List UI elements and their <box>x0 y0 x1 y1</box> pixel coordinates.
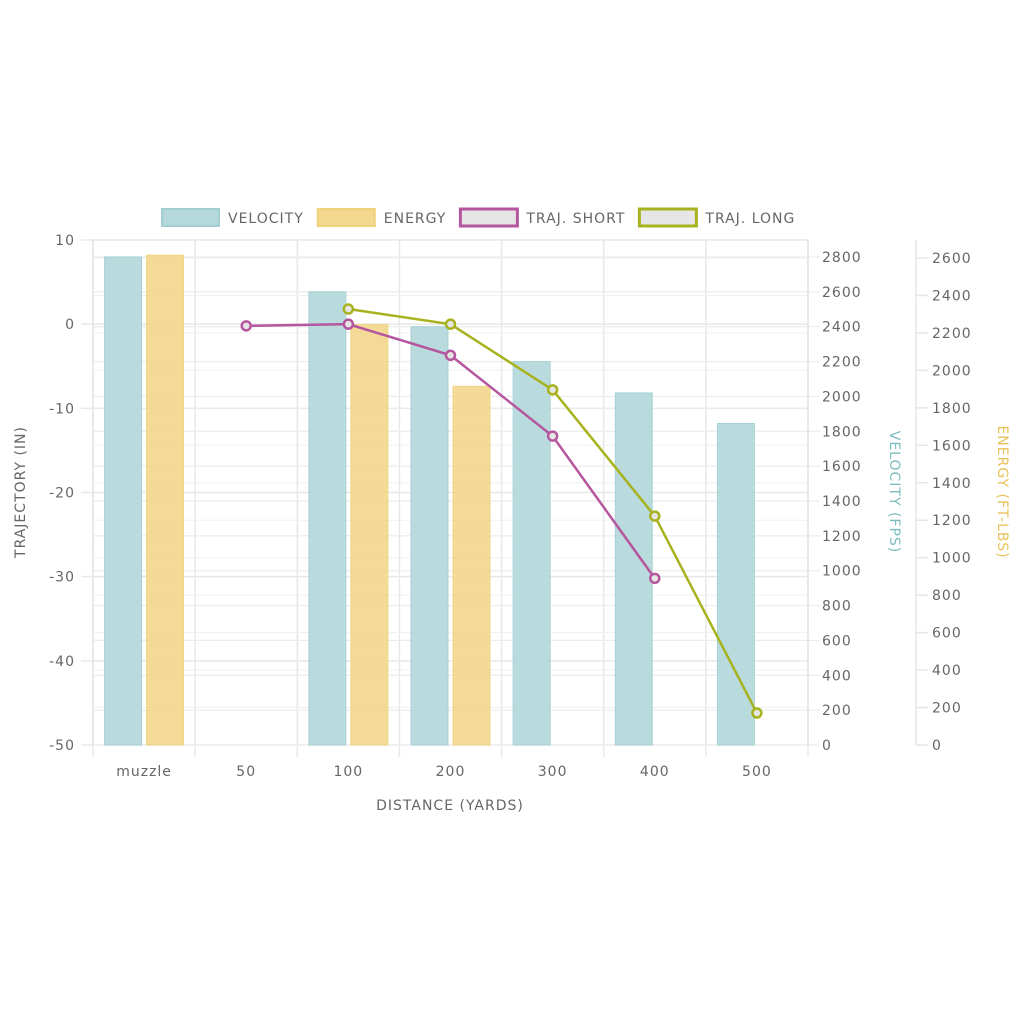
bar-energy <box>350 323 389 746</box>
velocity-tick-label: 600 <box>822 633 852 649</box>
velocity-tick-label: 2800 <box>822 250 862 266</box>
legend-item-traj-short[interactable]: TRAJ. SHORT <box>458 207 625 228</box>
x-tick-label: 200 <box>436 764 466 780</box>
point-traj-long <box>751 707 763 719</box>
point-traj-short <box>342 318 355 330</box>
energy-tick-label: 0 <box>932 738 942 754</box>
trajectory-tick-label: 10 <box>55 233 75 249</box>
line-traj-long <box>348 307 759 714</box>
bar-velocity <box>308 291 347 746</box>
energy-tick-label: 1400 <box>932 476 972 492</box>
point-traj-long <box>444 318 457 330</box>
energy-tick-label: 1000 <box>932 551 972 567</box>
legend-label: TRAJ. LONG <box>704 211 795 227</box>
energy-tick-label: 400 <box>932 663 962 679</box>
point-traj-short <box>444 349 457 362</box>
velocity-tick-label: 2000 <box>822 389 862 405</box>
velocity-tick-label: 2200 <box>822 355 862 371</box>
legend-swatch <box>316 208 376 227</box>
point-traj-long <box>546 384 559 396</box>
legend-label: TRAJ. SHORT <box>525 211 625 227</box>
legend-swatch <box>637 207 698 228</box>
trajectory-tick-label: 0 <box>65 317 75 333</box>
legend-item-traj-long[interactable]: TRAJ. LONG <box>637 207 795 228</box>
velocity-tick-label: 0 <box>822 738 832 754</box>
trajectory-tick-label: -50 <box>49 738 75 754</box>
axes: 100-10-20-30-40-50 0200400600800100012001… <box>49 233 972 780</box>
velocity-tick-label: 1800 <box>822 424 862 440</box>
x-tick-label: 400 <box>640 764 670 780</box>
energy-tick-label: 2200 <box>932 326 972 342</box>
legend[interactable]: VELOCITY ENERGY TRAJ. SHORT TRAJ. LONG <box>161 207 795 228</box>
velocity-tick-label: 2400 <box>822 320 862 336</box>
trajectory-axis-title: TRAJECTORY (IN) <box>13 426 29 559</box>
lines <box>240 303 763 719</box>
velocity-tick-label: 2600 <box>822 285 862 301</box>
x-tick-label: 500 <box>742 764 772 780</box>
bar-energy <box>452 385 491 746</box>
energy-tick-label: 1600 <box>932 438 972 454</box>
point-traj-short <box>240 320 252 332</box>
bar-energy <box>146 254 185 746</box>
trajectory-tick-label: -30 <box>49 570 75 586</box>
legend-item-velocity[interactable]: VELOCITY <box>161 208 304 227</box>
velocity-axis-title: VELOCITY (FPS) <box>886 431 902 554</box>
bar-velocity <box>410 326 449 746</box>
point-traj-long <box>342 303 355 315</box>
trajectory-tick-label: -40 <box>49 654 75 670</box>
x-tick-label: 50 <box>236 764 256 780</box>
point-traj-long <box>649 510 661 522</box>
point-traj-short <box>546 430 559 442</box>
velocity-tick-label: 800 <box>822 599 852 615</box>
line-traj-short <box>246 322 656 580</box>
legend-swatch <box>161 208 220 227</box>
point-traj-short <box>649 572 661 585</box>
x-tick-label: 100 <box>333 764 363 780</box>
legend-swatch <box>458 207 519 228</box>
velocity-tick-label: 1000 <box>822 564 862 580</box>
bar-velocity <box>716 422 755 746</box>
energy-tick-label: 1800 <box>932 401 972 417</box>
trajectory-tick-label: -10 <box>49 401 75 417</box>
x-tick-label: muzzle <box>116 764 172 780</box>
x-tick-label: 300 <box>538 764 568 780</box>
energy-tick-label: 800 <box>932 588 962 604</box>
velocity-tick-label: 1400 <box>822 494 862 510</box>
velocity-tick-label: 400 <box>822 668 852 684</box>
bar-velocity <box>512 361 551 746</box>
energy-tick-label: 2400 <box>932 288 972 304</box>
bar-velocity <box>104 256 143 746</box>
legend-item-energy[interactable]: ENERGY <box>316 208 447 227</box>
velocity-tick-label: 1600 <box>822 459 862 475</box>
energy-tick-label: 1200 <box>932 513 972 529</box>
grid <box>81 239 820 757</box>
energy-tick-label: 2000 <box>932 363 972 379</box>
legend-label: VELOCITY <box>228 211 304 227</box>
energy-axis-title: ENERGY (FT-LBS) <box>994 425 1010 558</box>
legend-label: ENERGY <box>384 211 447 227</box>
velocity-tick-label: 200 <box>822 703 852 719</box>
bars <box>104 254 755 746</box>
energy-tick-label: 200 <box>932 701 962 717</box>
velocity-tick-label: 1200 <box>822 529 862 545</box>
energy-tick-label: 600 <box>932 626 962 642</box>
energy-tick-label: 2600 <box>932 251 972 267</box>
trajectory-tick-label: -20 <box>49 486 75 502</box>
x-axis-title: DISTANCE (YARDS) <box>376 798 524 814</box>
bar-velocity <box>614 392 653 746</box>
